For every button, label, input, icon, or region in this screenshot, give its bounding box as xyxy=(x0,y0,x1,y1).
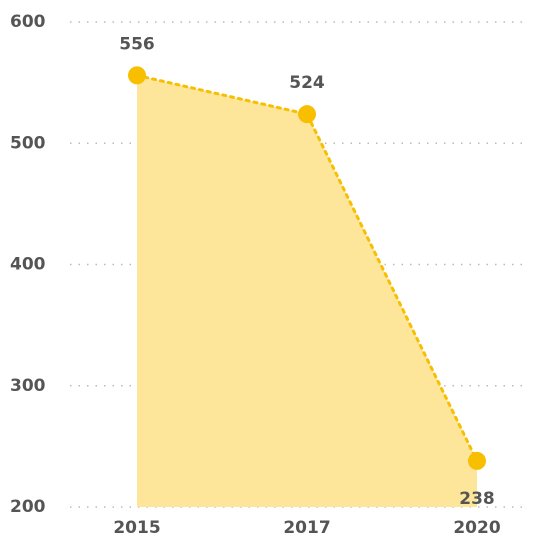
point xyxy=(468,451,486,470)
value-label: 524 xyxy=(289,73,325,93)
x-tick-label: 2020 xyxy=(453,518,500,538)
y-tick-label: 300 xyxy=(10,376,46,396)
y-tick-label: 200 xyxy=(10,497,46,517)
y-tick-label: 500 xyxy=(10,133,46,153)
x-tick-label: 2017 xyxy=(283,518,330,538)
area xyxy=(137,75,477,507)
x-tick-label: 2015 xyxy=(113,518,160,538)
point xyxy=(128,66,146,85)
line xyxy=(135,73,479,463)
value-label: 556 xyxy=(119,34,155,54)
value-label: 238 xyxy=(459,489,495,509)
y-tick-label: 600 xyxy=(10,12,46,32)
y-tick-label: 400 xyxy=(10,255,46,275)
point xyxy=(298,105,316,124)
